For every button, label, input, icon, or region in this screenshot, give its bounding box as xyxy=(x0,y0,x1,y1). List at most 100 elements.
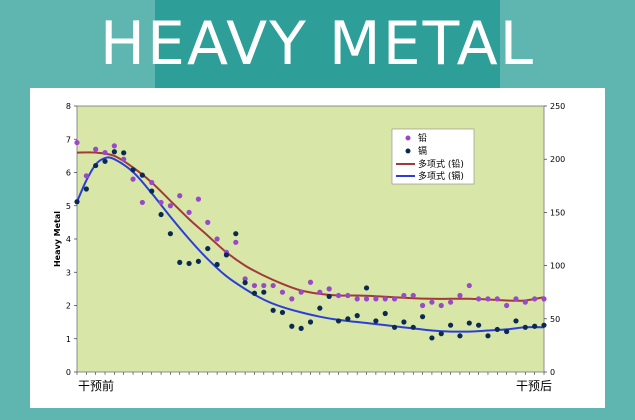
lead-point-30 xyxy=(354,296,360,302)
cadmium-point-31 xyxy=(363,285,370,291)
cadmium-point-14 xyxy=(205,245,211,252)
lead-point-23 xyxy=(289,296,295,302)
lead-point-35 xyxy=(401,292,407,299)
right-tick-label-0: 0 xyxy=(550,368,555,377)
cadmium-point-7 xyxy=(139,172,145,178)
cadmium-point-9 xyxy=(158,211,164,218)
y-axis-label: Heavy Metal xyxy=(53,211,62,267)
cadmium-point-17 xyxy=(233,231,239,237)
cadmium-point-20 xyxy=(261,289,267,295)
legend-marker-cadmium xyxy=(405,148,411,154)
legend-label-cadmium: 镉 xyxy=(418,145,427,157)
cadmium-point-32 xyxy=(373,318,379,324)
left-tick-label-5: 5 xyxy=(66,202,71,211)
cadmium-point-43 xyxy=(476,322,482,328)
lead-point-31 xyxy=(363,296,370,302)
cadmium-point-2 xyxy=(93,162,99,169)
lead-point-32 xyxy=(373,296,379,302)
chart-card: 0 1 2 3 4 5 6 7 8 0 50 100 150 200 250 Heavy Metal 干预… xyxy=(30,88,605,408)
cadmium-trend-line xyxy=(76,156,545,333)
cadmium-point-26 xyxy=(317,305,323,311)
cadmium-point-5 xyxy=(121,150,127,156)
cadmium-point-35 xyxy=(401,319,407,325)
cadmium-point-30 xyxy=(354,313,360,319)
cadmium-point-21 xyxy=(270,307,276,313)
lead-point-25 xyxy=(307,279,314,285)
left-tick-label-8: 8 xyxy=(66,102,71,111)
cadmium-point-44 xyxy=(485,333,491,339)
cadmium-point-39 xyxy=(438,331,444,337)
cadmium-point-40 xyxy=(448,322,454,328)
left-tick-label-0: 0 xyxy=(66,368,71,377)
legend-label-lead: 铅 xyxy=(418,132,427,144)
lead-point-10 xyxy=(167,203,173,209)
cadmium-point-42 xyxy=(466,320,472,326)
lead-point-47 xyxy=(513,296,519,302)
legend: 铅 镉 多项式 (铅) 多项式 (镉) xyxy=(391,128,475,185)
lead-point-28 xyxy=(335,292,342,299)
right-tick-label-3: 150 xyxy=(550,208,565,217)
cadmium-point-38 xyxy=(429,335,435,341)
page-title: HEAVY METAL xyxy=(99,9,536,79)
lead-point-3 xyxy=(102,149,108,156)
lead-point-41 xyxy=(457,292,463,299)
lead-point-0 xyxy=(74,139,80,146)
lead-point-11 xyxy=(177,193,183,199)
lead-point-43 xyxy=(476,296,482,302)
x-category-label-before: 干预前 xyxy=(78,378,114,393)
cadmium-point-11 xyxy=(177,259,183,266)
cadmium-point-1 xyxy=(83,186,89,192)
lead-point-18 xyxy=(242,276,248,282)
right-tick-label-1: 50 xyxy=(550,315,560,324)
left-tick-label-3: 3 xyxy=(66,268,71,277)
x-category-label-after: 干预后 xyxy=(516,379,552,393)
cadmium-point-36 xyxy=(410,324,416,330)
lead-point-45 xyxy=(494,296,500,302)
cadmium-point-45 xyxy=(494,326,500,333)
left-tick-label-4: 4 xyxy=(66,235,71,244)
cadmium-point-33 xyxy=(382,310,388,317)
cadmium-point-37 xyxy=(419,314,426,320)
lead-point-2 xyxy=(93,146,99,152)
lead-point-48 xyxy=(522,299,528,305)
legend-marker-lead xyxy=(405,135,411,141)
lead-point-27 xyxy=(326,286,332,292)
cadmium-point-4 xyxy=(111,149,117,155)
cadmium-point-50 xyxy=(541,322,547,328)
lead-point-13 xyxy=(195,196,202,202)
lead-point-19 xyxy=(251,282,258,289)
lead-point-4 xyxy=(111,143,117,149)
lead-point-37 xyxy=(419,302,426,309)
cadmium-point-48 xyxy=(522,324,528,330)
lead-point-49 xyxy=(532,296,538,302)
cadmium-point-10 xyxy=(167,231,173,237)
right-axis-ticks: 0 50 100 150 200 250 xyxy=(544,102,565,377)
data-points xyxy=(74,139,547,341)
cadmium-point-18 xyxy=(242,280,248,286)
lead-point-44 xyxy=(485,296,491,302)
x-axis-ticks xyxy=(76,372,545,375)
lead-point-40 xyxy=(448,299,454,305)
cadmium-point-19 xyxy=(251,290,258,296)
lead-point-26 xyxy=(317,289,323,295)
legend-label-lead-fit: 多项式 (铅) xyxy=(418,158,464,170)
left-tick-label-2: 2 xyxy=(66,302,71,311)
left-tick-label-1: 1 xyxy=(66,335,71,344)
heavy-metal-chart: 0 1 2 3 4 5 6 7 8 0 50 100 150 200 250 Heavy Metal 干预… xyxy=(53,102,565,393)
cadmium-point-46 xyxy=(504,328,510,335)
left-tick-label-7: 7 xyxy=(66,135,71,144)
cadmium-point-15 xyxy=(214,261,220,268)
left-tick-label-6: 6 xyxy=(66,169,71,178)
lead-point-42 xyxy=(466,282,472,289)
lead-point-6 xyxy=(130,176,136,182)
cadmium-point-8 xyxy=(149,188,155,194)
right-tick-label-2: 100 xyxy=(550,262,565,271)
lead-point-39 xyxy=(438,302,444,309)
lead-point-1 xyxy=(83,173,89,179)
lead-point-14 xyxy=(205,219,211,225)
lead-point-12 xyxy=(186,209,192,215)
cadmium-point-28 xyxy=(335,318,342,324)
lead-point-24 xyxy=(298,289,304,295)
lead-point-36 xyxy=(410,292,416,299)
lead-point-15 xyxy=(214,236,220,242)
